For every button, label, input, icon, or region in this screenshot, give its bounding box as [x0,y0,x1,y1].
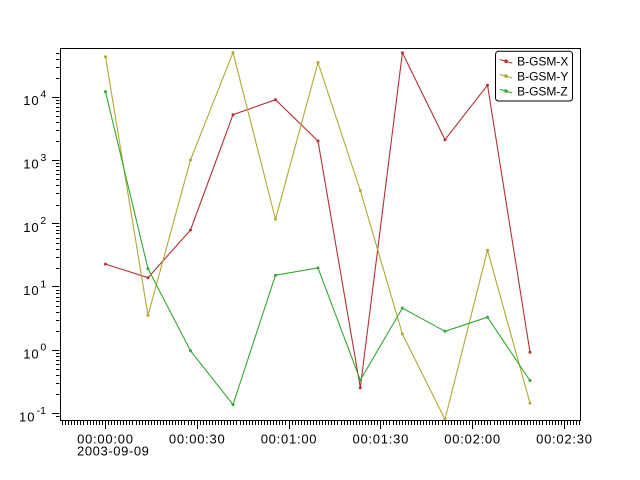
svg-text:3: 3 [40,152,46,164]
svg-text:0: 0 [40,342,46,354]
svg-text:00:01:30: 00:01:30 [352,432,409,447]
svg-text:B-GSM-Z: B-GSM-Z [517,84,568,98]
svg-text:10: 10 [23,157,39,172]
svg-text:10: 10 [19,410,35,425]
svg-text:2: 2 [40,215,46,227]
svg-text:00:02:00: 00:02:00 [444,432,501,447]
svg-text:10: 10 [23,93,39,108]
svg-text:00:00:30: 00:00:30 [169,432,226,447]
svg-text:-1: -1 [37,405,46,417]
svg-text:4: 4 [40,89,46,101]
svg-text:10: 10 [23,220,39,235]
svg-text:10: 10 [23,346,39,361]
svg-text:00:00:00: 00:00:00 [77,432,134,447]
svg-text:B-GSM-Y: B-GSM-Y [517,70,568,84]
svg-text:00:01:00: 00:01:00 [261,432,318,447]
svg-text:10: 10 [23,283,39,298]
svg-text:2003-09-09: 2003-09-09 [77,443,150,458]
svg-text:1: 1 [40,278,46,290]
svg-text:00:02:30: 00:02:30 [536,432,593,447]
svg-text:B-GSM-X: B-GSM-X [517,55,568,69]
